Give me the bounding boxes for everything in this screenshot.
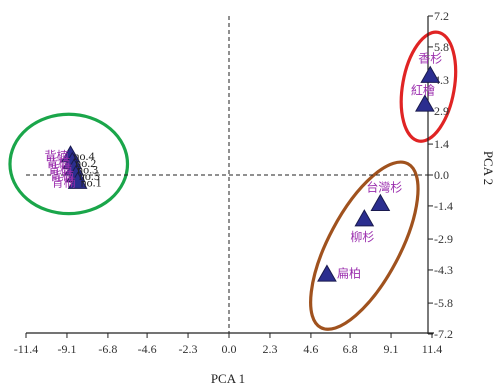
y-tick-label: -2.9 [434, 232, 453, 246]
y-tick-label: 0.0 [434, 168, 449, 182]
data-point-triangle [317, 264, 337, 282]
point-label: 背楠 [48, 161, 72, 176]
point-label-suffix: no.1 [81, 176, 102, 190]
data-point-triangle [370, 193, 391, 211]
point-label-suffix: no.3 [77, 162, 98, 176]
point-label: 香杉 [418, 52, 442, 66]
point-label-suffix: no.4 [74, 149, 95, 163]
y-tick-label: -4.3 [434, 263, 453, 277]
point-label: 背楠 [46, 155, 70, 170]
x-tick-label: 0.0 [222, 342, 237, 356]
y-tick-label: -5.8 [434, 296, 453, 310]
x-tick-label: -11.4 [14, 342, 39, 356]
axes: -11.4 -9.1 -6.8 -4.6 -2.3 0.0 2.3 4.6 6.8 9.1 11.4… [14, 9, 453, 356]
x-tick-label: -9.1 [57, 342, 76, 356]
group-ellipses [8, 30, 458, 331]
y-tick-label: 7.2 [434, 9, 449, 23]
x-tick-label: 2.3 [262, 342, 277, 356]
point-label-suffix: no.2 [75, 156, 96, 170]
data-point-triangle [420, 65, 441, 83]
data-points [60, 65, 441, 282]
y-tick-label: 2.9 [434, 104, 449, 118]
x-tick-label: -4.6 [138, 342, 157, 356]
y-tick-label: -7.2 [434, 327, 453, 341]
reference-lines [26, 16, 428, 333]
point-label: 扁柏 [337, 265, 361, 280]
point-label-suffix: no.5 [79, 169, 100, 183]
point-label: 台灣杉 [366, 180, 402, 195]
data-point-triangle [67, 171, 88, 189]
group-ellipse-2 [399, 30, 458, 143]
x-tick-label: -2.3 [179, 342, 198, 356]
x-tick-label: -6.8 [98, 342, 117, 356]
y-tick-label: 1.4 [434, 137, 449, 151]
point-labels: 背楠 no.4背楠 no.2背楠 no.3背楠 no.5背楠 no.1香杉紅檜台灣杉柳杉扁… [45, 52, 443, 281]
group-ellipse-1 [8, 112, 130, 216]
y-axis-title: PCA 2 [481, 151, 496, 185]
group-ellipse-3 [309, 160, 420, 331]
point-label: 柳杉 [350, 230, 374, 244]
y-tick-label: 5.8 [434, 40, 449, 54]
x-tick-label: 6.8 [343, 342, 358, 356]
data-point-triangle [354, 209, 375, 227]
x-tick-label: 9.1 [384, 342, 399, 356]
point-label: 背楠 [52, 175, 76, 190]
x-tick-label: 4.6 [303, 342, 318, 356]
x-axis-title: PCA 1 [211, 371, 245, 386]
point-label: 背楠 [45, 148, 69, 163]
data-point-triangle [415, 94, 435, 112]
y-tick-label: -1.4 [434, 199, 453, 213]
y-tick-label: 4.3 [434, 73, 449, 87]
x-tick-label: 11.4 [422, 342, 443, 356]
point-label: 紅檜 [411, 82, 435, 97]
point-label: 背楠 [50, 168, 74, 183]
